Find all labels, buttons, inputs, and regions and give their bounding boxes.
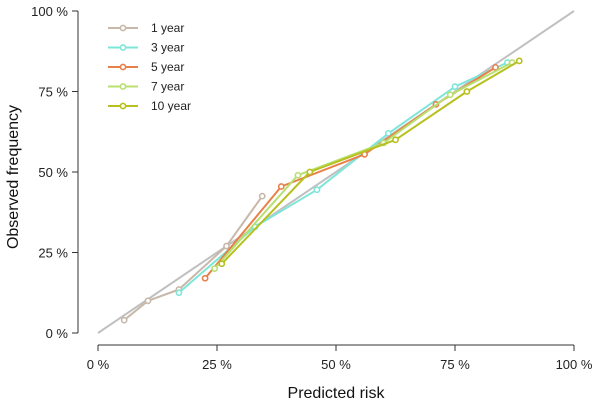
series-10-year	[218, 57, 523, 268]
x-tick-label: 50 %	[321, 357, 351, 372]
legend-item: 7 year	[108, 80, 184, 94]
data-point	[211, 265, 219, 272]
data-point	[446, 91, 454, 99]
legend-label: 10 year	[151, 99, 191, 113]
legend: 1 year 3 year 5 year 7 year 10 year	[108, 21, 191, 113]
legend-item: 1 year	[108, 21, 184, 35]
x-tick-label: 25 %	[202, 357, 232, 372]
y-tick-label: 0 %	[46, 326, 69, 341]
x-tick-label: 0 %	[87, 357, 110, 372]
x-axis-title: Predicted risk	[288, 385, 386, 402]
data-point	[218, 260, 226, 268]
data-point	[515, 57, 523, 65]
data-point	[392, 136, 399, 144]
data-point	[175, 289, 183, 297]
legend-label: 5 year	[151, 60, 184, 74]
data-point	[223, 242, 230, 250]
legend-item: 3 year	[108, 41, 184, 55]
axes-layer: 0 % 0 % 25 % 25 % 50 % 50 % 75 % 75 % 100 % 100 %	[31, 4, 593, 372]
data-point	[384, 129, 392, 137]
series-line	[204, 66, 497, 279]
legend-item: 10 year	[108, 99, 191, 113]
data-point	[451, 83, 459, 91]
series-5-year	[201, 63, 499, 282]
y-axis-title: Observed frequency	[5, 105, 22, 249]
legend-swatch-marker	[119, 24, 127, 32]
data-point	[144, 297, 152, 305]
series-line	[221, 60, 520, 265]
data-point	[463, 88, 471, 95]
series-layer	[120, 57, 523, 324]
legend-swatch-marker	[119, 63, 127, 71]
legend-label: 3 year	[151, 41, 184, 55]
x-tick-label: 100 %	[556, 357, 593, 372]
data-point	[258, 192, 266, 200]
data-point	[313, 186, 321, 194]
y-tick-label: 25 %	[38, 246, 68, 261]
data-point	[492, 63, 499, 71]
y-tick-label: 100 %	[31, 4, 68, 19]
legend-swatch-marker	[119, 44, 127, 51]
legend-swatch-marker	[119, 83, 127, 90]
x-tick-label: 75 %	[440, 357, 470, 372]
data-point	[120, 316, 128, 324]
legend-swatch-marker	[119, 102, 127, 110]
legend-label: 1 year	[151, 21, 184, 35]
data-point	[277, 183, 285, 190]
y-tick-label: 75 %	[38, 85, 68, 100]
legend-item: 5 year	[108, 60, 184, 74]
data-point	[294, 171, 302, 179]
data-point	[201, 274, 209, 282]
legend-label: 7 year	[151, 80, 184, 94]
data-point	[306, 168, 314, 176]
y-tick-label: 50 %	[38, 165, 68, 180]
